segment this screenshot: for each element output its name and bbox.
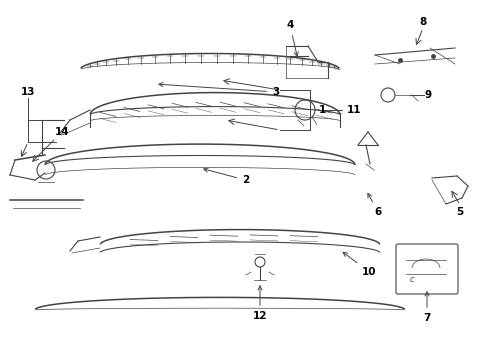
Text: 6: 6 [367, 193, 381, 217]
Text: 9: 9 [424, 90, 431, 100]
Text: 14: 14 [55, 127, 69, 137]
Text: 11: 11 [346, 105, 361, 115]
Text: 7: 7 [423, 292, 430, 323]
Text: 8: 8 [419, 17, 426, 27]
Text: 2: 2 [203, 168, 249, 185]
Text: 3: 3 [159, 82, 279, 97]
Text: 13: 13 [20, 87, 35, 97]
Text: c: c [409, 275, 414, 284]
Text: 10: 10 [343, 252, 376, 277]
Text: 5: 5 [455, 207, 463, 217]
Text: 4: 4 [286, 20, 298, 56]
Text: 1: 1 [318, 105, 325, 115]
Text: 12: 12 [252, 286, 267, 321]
